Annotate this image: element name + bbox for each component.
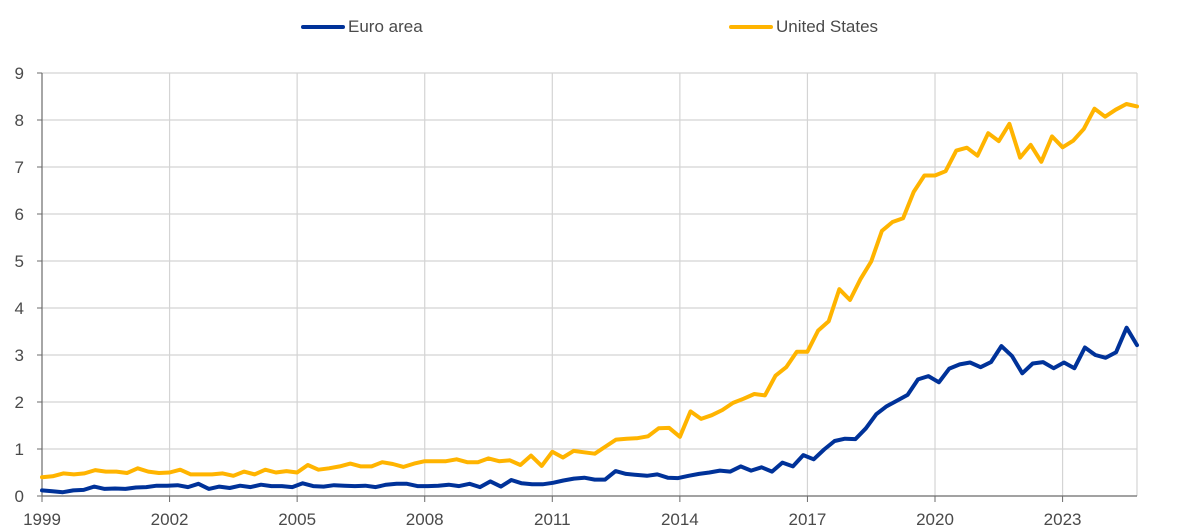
x-tick-label: 2002 bbox=[151, 510, 189, 529]
x-tick-label: 2020 bbox=[916, 510, 954, 529]
legend-label-united-states: United States bbox=[776, 17, 879, 36]
data-series bbox=[40, 102, 1139, 495]
x-tick-label: 2023 bbox=[1044, 510, 1082, 529]
y-tick-label: 8 bbox=[15, 111, 24, 130]
x-tick-label: 2008 bbox=[406, 510, 444, 529]
x-tick-label: 2017 bbox=[789, 510, 827, 529]
euro-area-line bbox=[40, 325, 1139, 495]
y-axis-labels: 0 1 2 3 4 5 6 7 8 9 bbox=[15, 64, 24, 506]
y-tick-label: 0 bbox=[15, 487, 24, 506]
legend-label-euro-area: Euro area bbox=[348, 17, 423, 36]
y-tick-label: 6 bbox=[15, 205, 24, 224]
y-tick-label: 1 bbox=[15, 440, 24, 459]
x-tick-label: 2014 bbox=[661, 510, 699, 529]
legend-item-united-states: United States bbox=[729, 17, 878, 37]
x-tick-label: 2005 bbox=[278, 510, 316, 529]
euro-area-swatch bbox=[301, 25, 345, 29]
y-tick-label: 9 bbox=[15, 64, 24, 83]
axes bbox=[37, 72, 1137, 502]
y-tick-label: 5 bbox=[15, 252, 24, 271]
x-axis-labels: 1999 2002 2005 2008 2011 2014 2017 2020 2023 bbox=[23, 510, 1081, 529]
y-tick-label: 2 bbox=[15, 393, 24, 412]
y-tick-label: 7 bbox=[15, 158, 24, 177]
x-tick-label: 2011 bbox=[534, 510, 571, 529]
y-tick-label: 4 bbox=[15, 299, 24, 318]
united-states-line bbox=[40, 102, 1139, 480]
y-tick-label: 3 bbox=[15, 346, 24, 365]
united-states-swatch bbox=[729, 25, 773, 29]
legend-item-euro-area: Euro area bbox=[301, 17, 423, 37]
x-tick-label: 1999 bbox=[23, 510, 61, 529]
grid-lines bbox=[42, 72, 1138, 496]
